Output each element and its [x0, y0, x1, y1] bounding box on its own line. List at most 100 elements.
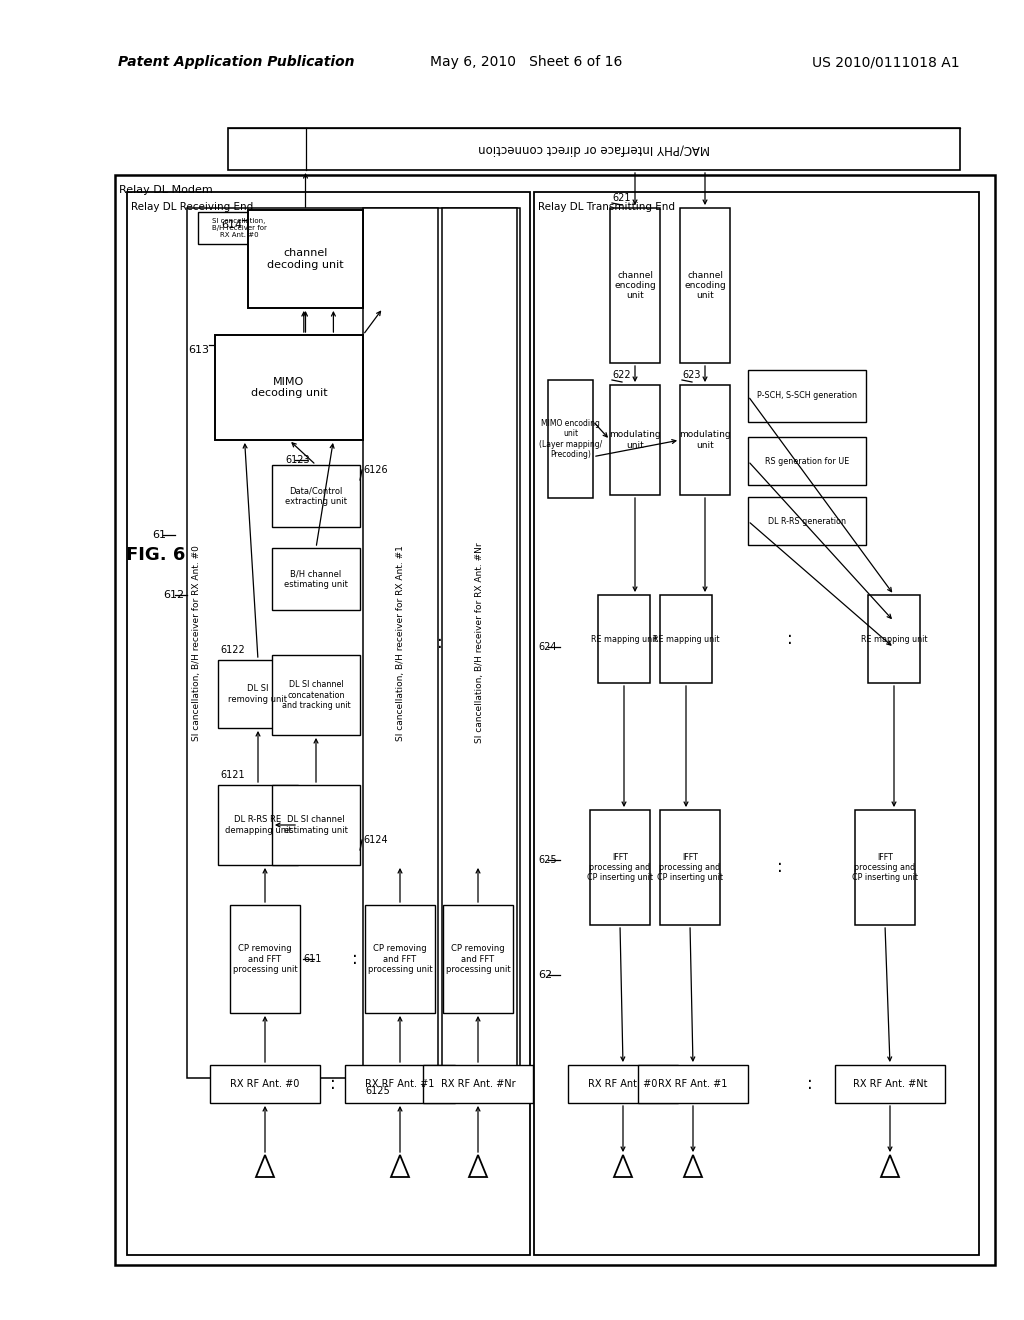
Text: May 6, 2010   Sheet 6 of 16: May 6, 2010 Sheet 6 of 16: [430, 55, 623, 69]
Bar: [365, 906, 435, 1012]
Text: RS generation for UE: RS generation for UE: [765, 457, 849, 466]
Text: 61: 61: [152, 531, 166, 540]
Bar: [835, 1065, 945, 1104]
Text: Data/Control
extracting unit: Data/Control extracting unit: [285, 486, 347, 506]
Text: 623: 623: [682, 370, 700, 380]
Text: 62: 62: [538, 970, 552, 979]
Text: Relay DL Transmitting End: Relay DL Transmitting End: [538, 202, 675, 213]
Bar: [210, 1065, 319, 1104]
Bar: [272, 785, 360, 865]
Bar: [660, 595, 712, 682]
Text: Relay DL Receiving End: Relay DL Receiving End: [131, 202, 253, 213]
Text: SI cancellation,
B/H receiver for
RX Ant. #0: SI cancellation, B/H receiver for RX Ant…: [212, 218, 266, 238]
Text: 6126: 6126: [362, 465, 388, 475]
Bar: [568, 1065, 678, 1104]
Text: B/H channel
estimating unit: B/H channel estimating unit: [284, 569, 348, 589]
Bar: [748, 498, 866, 545]
Bar: [345, 1065, 455, 1104]
Text: channel
decoding unit: channel decoding unit: [267, 248, 344, 269]
Text: 614: 614: [221, 220, 242, 230]
Text: :: :: [330, 1074, 336, 1093]
Bar: [680, 209, 730, 363]
Bar: [230, 906, 300, 1012]
Text: MIMO encoding
unit
(Layer mapping/
Precoding): MIMO encoding unit (Layer mapping/ Preco…: [539, 418, 602, 459]
Bar: [610, 385, 660, 495]
Bar: [638, 1065, 748, 1104]
Text: CP removing
and FFT
processing unit: CP removing and FFT processing unit: [368, 944, 432, 974]
Bar: [362, 209, 438, 1078]
Text: FIG. 6: FIG. 6: [126, 546, 185, 564]
Text: modulating
unit: modulating unit: [609, 430, 660, 450]
Text: RE mapping unit: RE mapping unit: [591, 635, 657, 644]
Bar: [198, 213, 280, 244]
Bar: [590, 810, 650, 925]
Text: Patent Application Publication: Patent Application Publication: [118, 55, 354, 69]
Bar: [598, 595, 650, 682]
Text: CP removing
and FFT
processing unit: CP removing and FFT processing unit: [445, 944, 510, 974]
Text: US 2010/0111018 A1: US 2010/0111018 A1: [812, 55, 961, 69]
Bar: [115, 176, 995, 1265]
Text: modulating
unit: modulating unit: [679, 430, 731, 450]
Text: DL R-RS RE
demapping unit: DL R-RS RE demapping unit: [224, 816, 292, 834]
Text: DL SI channel
estimating unit: DL SI channel estimating unit: [284, 816, 348, 834]
Text: MIMO
decoding unit: MIMO decoding unit: [251, 376, 328, 399]
Text: 6124: 6124: [362, 836, 388, 845]
Text: IFFT
processing and
CP inserting unit: IFFT processing and CP inserting unit: [587, 853, 653, 882]
Text: RX RF Ant. #1: RX RF Ant. #1: [366, 1078, 434, 1089]
Text: 613: 613: [188, 345, 209, 355]
Bar: [127, 191, 530, 1255]
Text: 6123: 6123: [285, 455, 309, 465]
Bar: [855, 810, 915, 925]
Text: :: :: [807, 1074, 813, 1093]
Text: 6125: 6125: [365, 1086, 390, 1096]
Text: 611: 611: [303, 954, 322, 964]
Text: DL SI channel
concatenation
and tracking unit: DL SI channel concatenation and tracking…: [282, 680, 350, 710]
Bar: [748, 437, 866, 484]
Text: RE mapping unit: RE mapping unit: [861, 635, 928, 644]
Bar: [187, 209, 520, 1078]
Bar: [443, 906, 513, 1012]
Text: 6121: 6121: [220, 770, 245, 780]
Text: :: :: [352, 950, 357, 968]
Text: IFFT
processing and
CP inserting unit: IFFT processing and CP inserting unit: [852, 853, 918, 882]
Text: RX RF Ant. #0: RX RF Ant. #0: [589, 1078, 657, 1089]
Bar: [442, 209, 517, 1078]
Bar: [748, 370, 866, 422]
Bar: [218, 785, 298, 865]
Text: MAC/PHY Interface or direct connection: MAC/PHY Interface or direct connection: [478, 143, 710, 156]
Text: channel
encoding
unit: channel encoding unit: [614, 271, 656, 301]
Text: 624: 624: [538, 642, 556, 652]
Text: SI cancellation, B/H receiver for RX Ant. #0: SI cancellation, B/H receiver for RX Ant…: [193, 545, 202, 741]
Bar: [228, 128, 961, 170]
Text: SI cancellation, B/H receiver for RX Ant. #Nr: SI cancellation, B/H receiver for RX Ant…: [475, 543, 484, 743]
Text: SI cancellation, B/H receiver for RX Ant. #1: SI cancellation, B/H receiver for RX Ant…: [396, 545, 406, 741]
Text: P-SCH, S-SCH generation: P-SCH, S-SCH generation: [757, 392, 857, 400]
Text: 612: 612: [163, 590, 184, 601]
Text: RE mapping unit: RE mapping unit: [652, 635, 719, 644]
Text: :: :: [787, 630, 793, 648]
Text: 621: 621: [612, 193, 631, 203]
Text: 6122: 6122: [220, 645, 245, 655]
Text: CP removing
and FFT
processing unit: CP removing and FFT processing unit: [232, 944, 297, 974]
Bar: [215, 335, 362, 440]
Text: channel
encoding
unit: channel encoding unit: [684, 271, 726, 301]
Text: :: :: [437, 634, 442, 652]
Text: RX RF Ant. #Nr: RX RF Ant. #Nr: [440, 1078, 515, 1089]
Bar: [660, 810, 720, 925]
Bar: [272, 655, 360, 735]
Bar: [610, 209, 660, 363]
Text: RX RF Ant. #Nt: RX RF Ant. #Nt: [853, 1078, 928, 1089]
Bar: [868, 595, 920, 682]
Bar: [272, 465, 360, 527]
Text: DL R-RS generation: DL R-RS generation: [768, 516, 846, 525]
Text: :: :: [777, 858, 783, 876]
Text: RX RF Ant. #0: RX RF Ant. #0: [230, 1078, 300, 1089]
Bar: [272, 548, 360, 610]
Text: Relay DL Modem: Relay DL Modem: [119, 185, 213, 195]
Bar: [534, 191, 979, 1255]
Text: RX RF Ant. #1: RX RF Ant. #1: [658, 1078, 728, 1089]
Bar: [423, 1065, 534, 1104]
Bar: [248, 210, 362, 308]
Text: IFFT
processing and
CP inserting unit: IFFT processing and CP inserting unit: [657, 853, 723, 882]
Text: 622: 622: [612, 370, 631, 380]
